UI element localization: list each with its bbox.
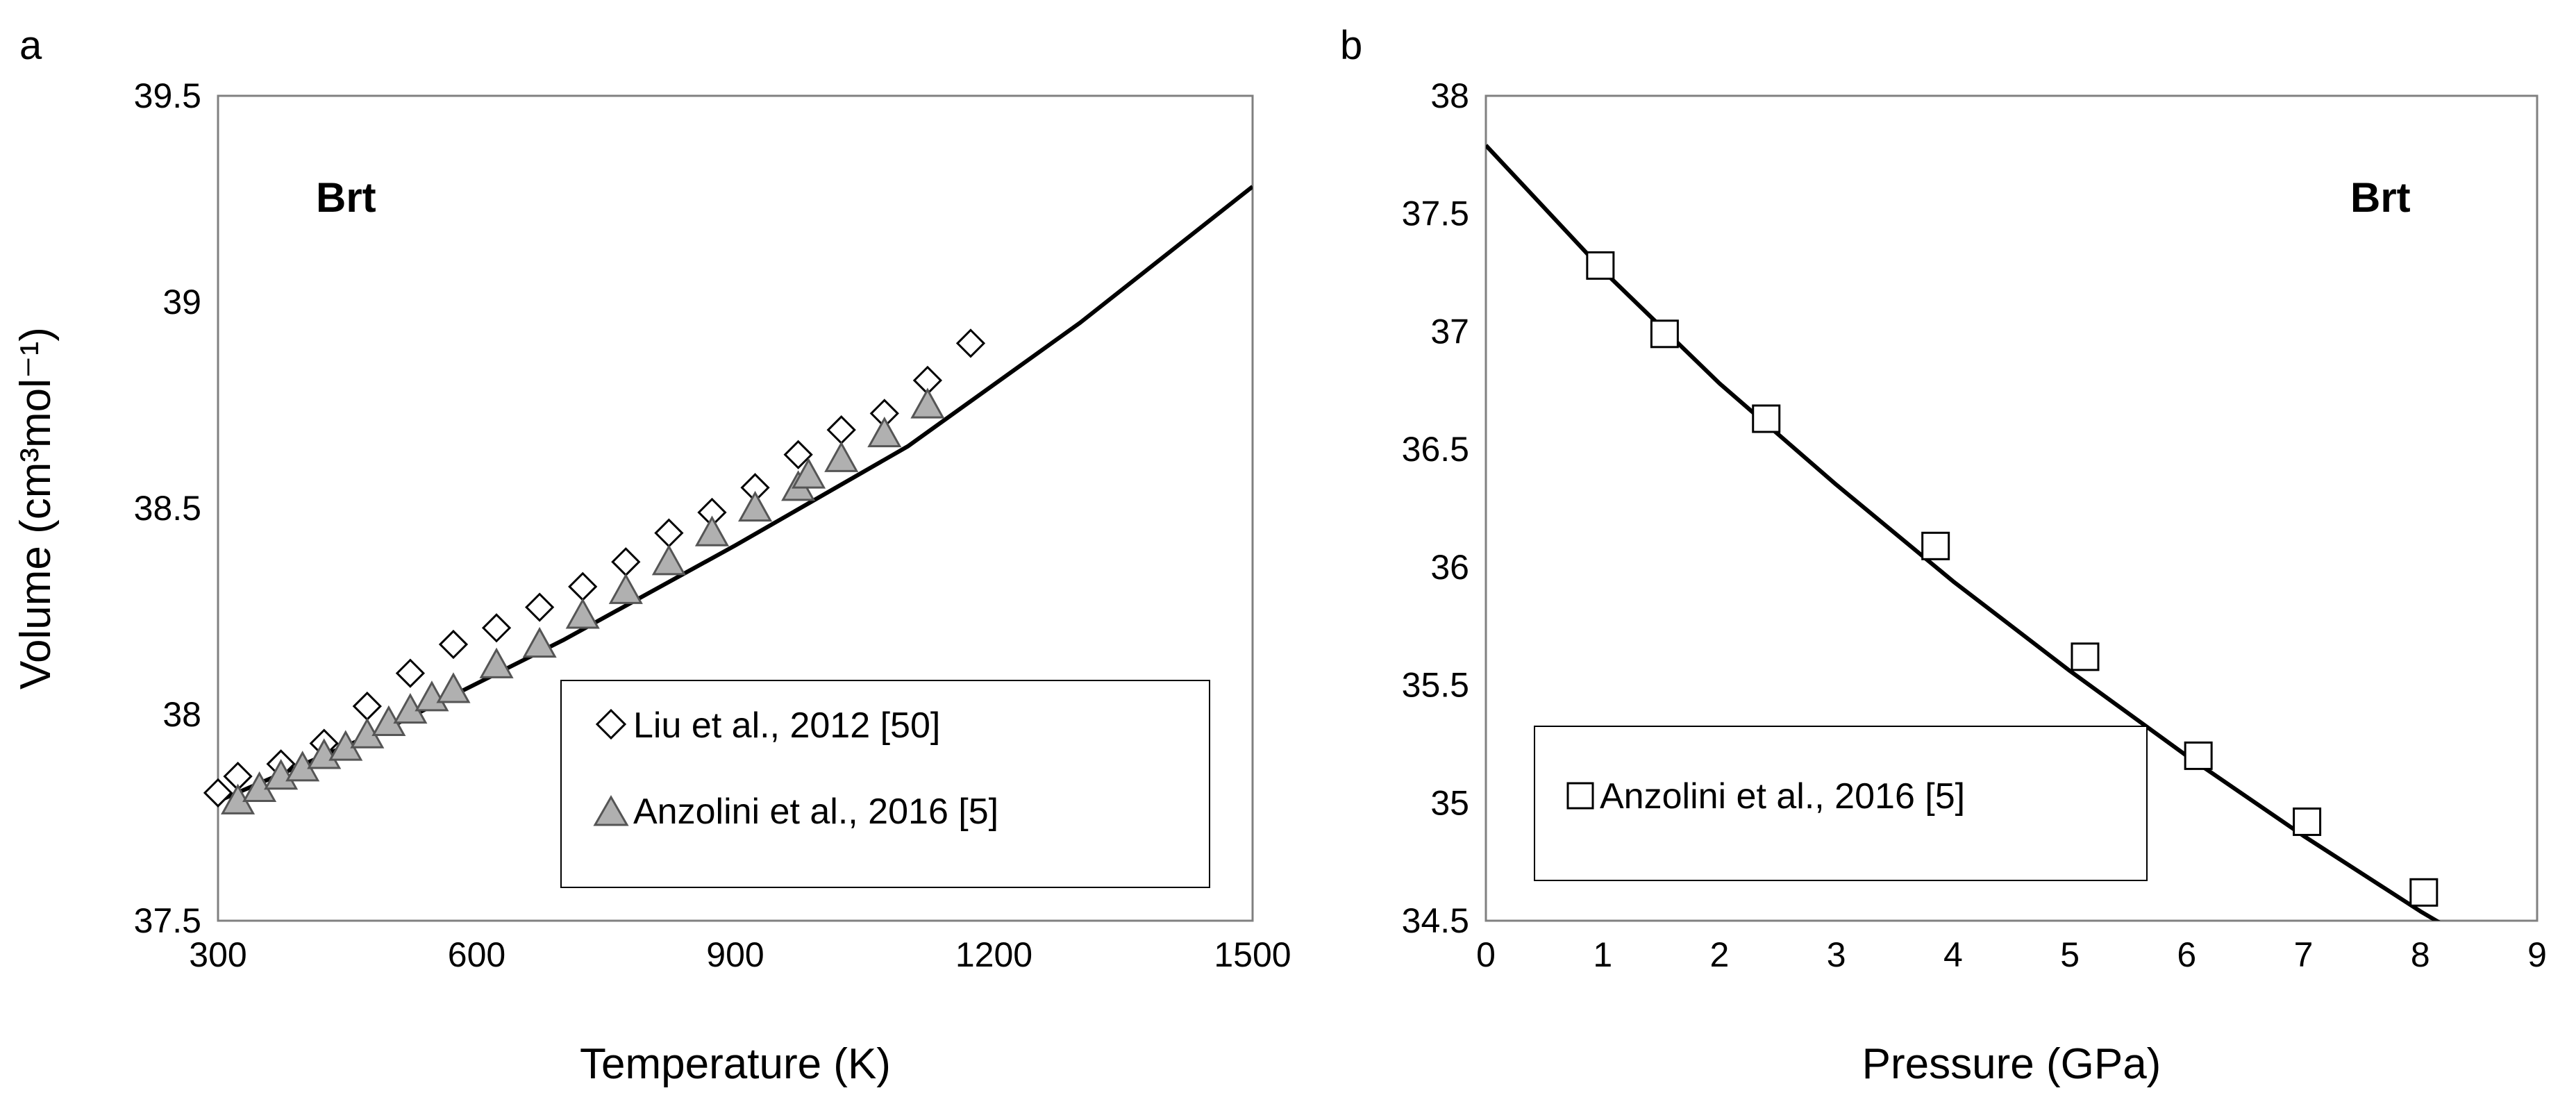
x-tick-label: 1 — [1593, 935, 1612, 974]
panel-a-y-ticks: 37.5 38 38.5 39 39.5 — [134, 76, 201, 940]
data-point-square — [1650, 319, 1679, 349]
data-point-square — [1752, 404, 1781, 433]
data-point-square — [1921, 531, 1950, 560]
legend-square-marker — [1566, 782, 1594, 810]
panel-b-label: b — [1340, 23, 1362, 68]
panel-a-x-axis-title: Temperature (K) — [580, 1040, 891, 1088]
data-point-triangle — [910, 387, 945, 419]
x-tick-label: 900 — [706, 935, 764, 974]
data-point-diamond — [568, 571, 598, 601]
panel-a-label: a — [19, 23, 42, 68]
data-point-triangle — [824, 441, 859, 472]
data-point-triangle — [415, 680, 449, 712]
y-tick-label: 39.5 — [134, 76, 201, 115]
y-tick-label: 38.5 — [134, 489, 201, 528]
x-tick-label: 5 — [2060, 935, 2080, 974]
y-tick-label: 35 — [1430, 783, 1469, 822]
panel-b-x-ticks: 0 1 2 3 4 5 6 7 8 9 — [1476, 935, 2547, 974]
x-tick-label: 6 — [2177, 935, 2196, 974]
panel-b-data-points — [1586, 251, 2439, 907]
data-point-triangle — [694, 515, 730, 546]
legend-label-liu: Liu et al., 2012 [50] — [633, 705, 940, 746]
legend-label-anzolini-a: Anzolini et al., 2016 [5] — [633, 792, 998, 832]
data-point-diamond — [955, 328, 986, 358]
data-point-diamond — [525, 592, 555, 622]
x-tick-label: 7 — [2294, 935, 2314, 974]
panel-b-x-axis-title: Pressure (GPa) — [1862, 1040, 2161, 1088]
y-tick-label: 36 — [1430, 548, 1469, 587]
data-point-square — [2293, 807, 2322, 836]
y-tick-label: 38 — [162, 695, 201, 734]
x-tick-label: 3 — [1827, 935, 1846, 974]
panel-a-data-points — [203, 328, 986, 814]
data-point-triangle — [651, 544, 686, 576]
panel-a-legend: Liu et al., 2012 [50] Anzolini et al., 2… — [560, 680, 1210, 888]
legend-triangle-marker — [593, 794, 629, 826]
data-point-diamond — [352, 691, 382, 721]
panel-a-legend-box — [560, 680, 1210, 888]
data-point-triangle — [608, 573, 643, 604]
data-point-diamond — [826, 415, 856, 445]
data-point-square — [2071, 642, 2100, 671]
data-point-triangle — [738, 490, 773, 522]
data-point-triangle — [436, 672, 471, 703]
data-point-square — [2184, 741, 2213, 770]
y-tick-label: 38 — [1430, 76, 1469, 115]
panel-b-plot-area — [1484, 94, 2539, 922]
data-point-triangle — [522, 626, 557, 658]
panel-a-temperature-chart: a 300 600 900 1200 1500 37.5 38 38.5 39 39.5 Brt… — [12, 23, 1291, 1088]
data-point-triangle — [479, 647, 514, 678]
panel-b-pressure-chart: b 0 1 2 3 4 5 6 7 8 9 34.5 35 35.5 36 36.5 37 37.5 38 Br… — [1340, 23, 2547, 1088]
panel-a-y-axis-title: Volume (cm³mol⁻¹) — [12, 327, 60, 689]
data-point-diamond — [481, 613, 512, 643]
data-point-triangle — [565, 598, 600, 629]
y-tick-label: 37.5 — [134, 901, 201, 940]
legend-diamond-marker — [595, 708, 627, 740]
y-tick-label: 36.5 — [1402, 430, 1469, 469]
panel-b-legend-box — [1534, 726, 2148, 881]
data-point-diamond — [438, 629, 469, 660]
data-point-diamond — [611, 547, 641, 577]
x-tick-label: 1500 — [1214, 935, 1291, 974]
data-point-diamond — [203, 778, 233, 808]
data-point-triangle — [791, 458, 826, 489]
data-point-triangle — [867, 416, 902, 448]
panel-a-x-ticks: 300 600 900 1200 1500 — [189, 935, 1291, 974]
data-point-square — [1586, 251, 1615, 280]
data-point-diamond — [654, 518, 684, 548]
y-tick-label: 35.5 — [1402, 666, 1469, 705]
y-tick-label: 39 — [162, 283, 201, 321]
legend-label-anzolini-b: Anzolini et al., 2016 [5] — [1600, 776, 1965, 817]
x-tick-label: 0 — [1476, 935, 1496, 974]
x-tick-label: 600 — [448, 935, 505, 974]
data-point-square — [2409, 878, 2439, 907]
panel-b-legend: Anzolini et al., 2016 [5] — [1534, 726, 2148, 881]
panel-b-mineral-annotation: Brt — [2350, 174, 2411, 221]
x-tick-label: 8 — [2411, 935, 2430, 974]
data-point-triangle — [307, 738, 342, 769]
y-tick-label: 37.5 — [1402, 194, 1469, 233]
x-tick-label: 300 — [189, 935, 246, 974]
panel-a-plot-area — [217, 94, 1254, 922]
panel-b-y-ticks: 34.5 35 35.5 36 36.5 37 37.5 38 — [1402, 76, 1469, 940]
x-tick-label: 9 — [2527, 935, 2547, 974]
panel-a-mineral-annotation: Brt — [316, 174, 376, 221]
y-tick-label: 37 — [1430, 312, 1469, 351]
data-point-triangle — [264, 759, 299, 790]
data-point-diamond — [783, 440, 813, 469]
x-tick-label: 2 — [1710, 935, 1730, 974]
y-tick-label: 34.5 — [1402, 901, 1469, 940]
x-tick-label: 4 — [1943, 935, 1963, 974]
data-point-diamond — [395, 658, 426, 688]
x-tick-label: 1200 — [955, 935, 1032, 974]
